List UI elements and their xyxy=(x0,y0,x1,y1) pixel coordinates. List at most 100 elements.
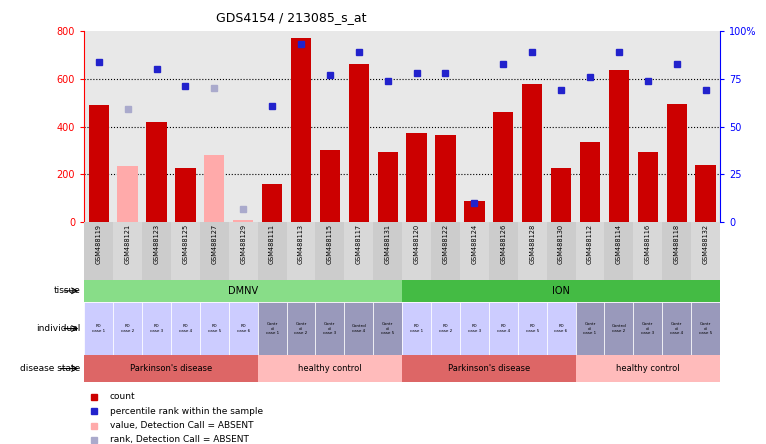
Text: ION: ION xyxy=(552,286,570,296)
Bar xyxy=(142,302,171,355)
Text: GSM488112: GSM488112 xyxy=(587,224,593,264)
Bar xyxy=(345,302,373,355)
Bar xyxy=(575,222,604,280)
Bar xyxy=(316,222,345,280)
Text: GSM488115: GSM488115 xyxy=(327,224,333,264)
Bar xyxy=(378,151,398,222)
Text: Contr
ol
case 1: Contr ol case 1 xyxy=(584,322,597,335)
Bar xyxy=(580,142,600,222)
Bar xyxy=(691,222,720,280)
Bar xyxy=(493,112,513,222)
Bar xyxy=(489,222,518,280)
Bar xyxy=(84,280,402,302)
Bar xyxy=(345,222,373,280)
Bar xyxy=(89,105,109,222)
Bar xyxy=(200,302,229,355)
Text: GSM488119: GSM488119 xyxy=(96,224,102,264)
Text: Contr
ol
case 3: Contr ol case 3 xyxy=(641,322,654,335)
Text: GSM488127: GSM488127 xyxy=(211,224,218,264)
Text: individual: individual xyxy=(36,324,80,333)
Bar xyxy=(691,302,720,355)
Bar xyxy=(666,104,687,222)
Text: GSM488129: GSM488129 xyxy=(241,224,246,264)
Bar xyxy=(175,168,195,222)
Bar xyxy=(460,302,489,355)
Bar xyxy=(551,168,571,222)
Text: GSM488122: GSM488122 xyxy=(443,224,449,264)
Bar xyxy=(262,184,282,222)
Text: PD
case 5: PD case 5 xyxy=(525,325,538,333)
Bar xyxy=(464,201,485,222)
Text: Parkinson's disease: Parkinson's disease xyxy=(447,364,530,373)
Text: Parkinson's disease: Parkinson's disease xyxy=(129,364,212,373)
Text: GSM488116: GSM488116 xyxy=(645,224,651,264)
Text: PD
case 1: PD case 1 xyxy=(92,325,105,333)
Text: GSM488132: GSM488132 xyxy=(702,224,709,264)
Bar xyxy=(547,302,575,355)
Text: GDS4154 / 213085_s_at: GDS4154 / 213085_s_at xyxy=(216,11,366,24)
Text: Contr
ol
case 3: Contr ol case 3 xyxy=(323,322,336,335)
Bar xyxy=(575,302,604,355)
Bar xyxy=(633,222,663,280)
Bar xyxy=(113,302,142,355)
Text: PD
case 1: PD case 1 xyxy=(410,325,423,333)
Text: Contr
ol
case 4: Contr ol case 4 xyxy=(670,322,683,335)
Text: PD
case 2: PD case 2 xyxy=(121,325,134,333)
Bar xyxy=(518,302,547,355)
Text: healthy control: healthy control xyxy=(298,364,362,373)
Text: value, Detection Call = ABSENT: value, Detection Call = ABSENT xyxy=(110,421,254,430)
Bar xyxy=(604,222,633,280)
Text: GSM488118: GSM488118 xyxy=(673,224,679,264)
Bar xyxy=(407,132,427,222)
Bar xyxy=(460,222,489,280)
Bar xyxy=(435,135,456,222)
Bar xyxy=(604,302,633,355)
Bar xyxy=(402,302,431,355)
Text: Contr
ol
case 5: Contr ol case 5 xyxy=(699,322,712,335)
Bar xyxy=(200,222,229,280)
Text: GSM488128: GSM488128 xyxy=(529,224,535,264)
Text: PD
case 3: PD case 3 xyxy=(150,325,163,333)
Bar xyxy=(286,222,316,280)
Text: PD
case 3: PD case 3 xyxy=(468,325,481,333)
Bar xyxy=(84,355,257,382)
Bar xyxy=(696,165,715,222)
Bar xyxy=(663,222,691,280)
Bar xyxy=(84,222,113,280)
Bar xyxy=(373,302,402,355)
Bar xyxy=(575,355,720,382)
Text: count: count xyxy=(110,392,136,401)
Text: GSM488123: GSM488123 xyxy=(153,224,159,264)
Text: Contr
ol
case 2: Contr ol case 2 xyxy=(294,322,308,335)
Bar xyxy=(291,38,311,222)
Text: PD
case 4: PD case 4 xyxy=(178,325,192,333)
Bar xyxy=(233,220,254,222)
Bar xyxy=(522,83,542,222)
Bar xyxy=(518,222,547,280)
Text: PD
case 6: PD case 6 xyxy=(555,325,568,333)
Text: GSM488126: GSM488126 xyxy=(500,224,506,264)
Text: GSM488111: GSM488111 xyxy=(269,224,275,264)
Bar xyxy=(117,166,138,222)
Text: Control
case 4: Control case 4 xyxy=(352,325,366,333)
Text: GSM488114: GSM488114 xyxy=(616,224,622,264)
Text: Control
case 2: Control case 2 xyxy=(611,325,627,333)
Bar xyxy=(431,302,460,355)
Bar xyxy=(257,222,286,280)
Bar xyxy=(257,355,402,382)
Text: GSM488125: GSM488125 xyxy=(182,224,188,264)
Bar xyxy=(205,155,224,222)
Text: PD
case 2: PD case 2 xyxy=(439,325,452,333)
Bar xyxy=(316,302,345,355)
Bar xyxy=(547,222,575,280)
Text: GSM488121: GSM488121 xyxy=(125,224,131,264)
Text: healthy control: healthy control xyxy=(616,364,679,373)
Bar xyxy=(609,71,629,222)
Bar xyxy=(633,302,663,355)
Bar xyxy=(373,222,402,280)
Text: disease state: disease state xyxy=(20,364,80,373)
Bar xyxy=(229,222,257,280)
Text: PD
case 5: PD case 5 xyxy=(208,325,221,333)
Bar xyxy=(229,302,257,355)
Bar xyxy=(402,355,575,382)
